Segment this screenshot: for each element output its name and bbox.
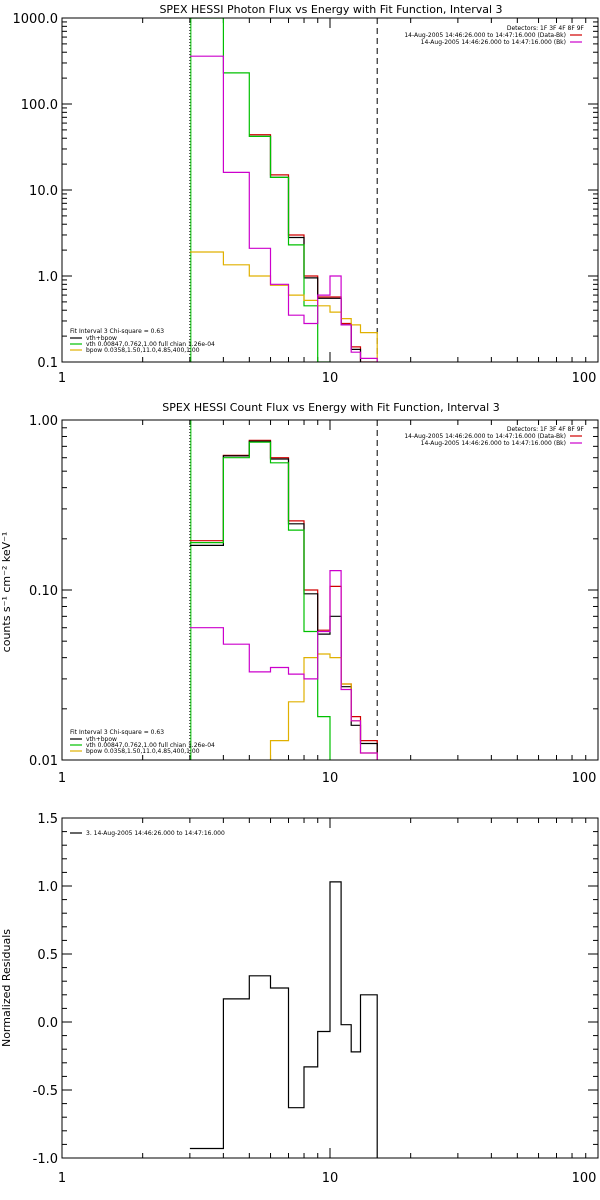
photon-flux-legend-right-0: 14-Aug-2005 14:46:26.000 to 14:47:16.000… — [404, 32, 566, 39]
count-flux-y-axis-label: counts s⁻¹ cm⁻² keV⁻¹ — [0, 532, 13, 653]
count-flux-panel: SPEX HESSI Count Flux vs Energy with Fit… — [0, 401, 599, 786]
count-flux-legend-left-0: vth+bpow — [86, 736, 117, 743]
residuals-plot-frame — [61, 817, 599, 1159]
photon-flux-y-tick-label: 1.0 — [37, 270, 58, 285]
count-flux-legend-left-2: bpow 0.0358,1.50,11.0,4.85,400,1.00 — [86, 748, 200, 755]
photon-flux-legend-left-1: vth 0.00847,0.762,1.00 full chian 1.26e-… — [86, 341, 215, 348]
residuals-y-tick-label: 1.5 — [37, 812, 58, 827]
photon-flux-x-tick-10: 10 — [322, 371, 339, 386]
count-flux-legend-left-1: vth 0.00847,0.762,1.00 full chian 1.26e-… — [86, 742, 215, 749]
photon-flux-y-tick-label: 10.0 — [29, 184, 58, 199]
count-flux-y-tick-label: 1.00 — [29, 414, 58, 429]
residuals-y-tick-label: 0.5 — [37, 948, 58, 963]
count-flux-series-bk — [189, 570, 378, 760]
residuals-y-tick-label: 1.0 — [37, 880, 58, 895]
residuals-x-tick-10: 10 — [322, 1171, 339, 1186]
photon-flux-title: SPEX HESSI Photon Flux vs Energy with Fi… — [159, 3, 502, 16]
count-flux-x-tick-100: 100 — [572, 771, 597, 786]
photon-flux-y-tick-label: 1000.0 — [13, 12, 59, 27]
residuals-y-axis-label: Normalized Residuals — [0, 929, 13, 1047]
photon-flux-series-vth — [189, 18, 331, 362]
residuals-y-tick-label: -1.0 — [33, 1152, 58, 1167]
photon-flux-plot-frame — [61, 17, 599, 363]
residuals-panel: Normalized Residuals -1.0 -0.5 0.0 0.5 1.0 1.… — [0, 812, 599, 1186]
photon-flux-legend-right-1: 14-Aug-2005 14:46:26.000 to 14:47:16.000… — [421, 39, 566, 46]
photon-flux-panel: SPEX HESSI Photon Flux vs Energy with Fi… — [13, 3, 599, 386]
photon-flux-legend-left-0: vth+bpow — [86, 335, 117, 342]
count-flux-legend-right-1: 14-Aug-2005 14:46:26.000 to 14:47:16.000… — [421, 440, 566, 447]
photon-flux-x-tick-1: 1 — [58, 371, 66, 386]
count-flux-plot-frame — [61, 419, 599, 761]
count-flux-detectors: Detectors: 1F 3F 4F 8F 9F — [507, 426, 585, 433]
count-flux-x-tick-10: 10 — [322, 771, 339, 786]
count-flux-title: SPEX HESSI Count Flux vs Energy with Fit… — [162, 401, 499, 414]
residuals-y-tick-label: 0.0 — [37, 1016, 58, 1031]
count-flux-legend-right-0: 14-Aug-2005 14:46:26.000 to 14:47:16.000… — [404, 433, 566, 440]
residuals-series-residuals — [189, 881, 378, 1158]
residuals-y-tick-label: -0.5 — [33, 1084, 58, 1099]
count-flux-x-tick-1: 1 — [58, 771, 66, 786]
photon-flux-legend-left-title: Fit Interval 3 Chi-square = 0.63 — [70, 328, 164, 335]
photon-flux-y-tick-label: 0.1 — [37, 356, 58, 371]
photon-flux-x-tick-100: 100 — [572, 371, 597, 386]
photon-flux-legend-left-2: bpow 0.0358,1.50,11.0,4.85,400,1.00 — [86, 347, 200, 354]
photon-flux-series-bk — [189, 55, 378, 362]
residuals-x-tick-100: 100 — [572, 1171, 597, 1186]
count-flux-series-vth — [189, 441, 331, 760]
photon-flux-y-tick-label: 100.0 — [21, 98, 58, 113]
photon-flux-detectors: Detectors: 1F 3F 4F 8F 9F — [507, 25, 585, 32]
residuals-legend-left-0: 3. 14-Aug-2005 14:46:26.000 to 14:47:16.… — [86, 830, 225, 837]
count-flux-y-tick-label: 0.01 — [29, 754, 58, 769]
count-flux-legend-left-title: Fit Interval 3 Chi-square = 0.63 — [70, 729, 164, 736]
count-flux-y-tick-label: 0.10 — [29, 584, 58, 599]
residuals-x-tick-1: 1 — [58, 1171, 66, 1186]
